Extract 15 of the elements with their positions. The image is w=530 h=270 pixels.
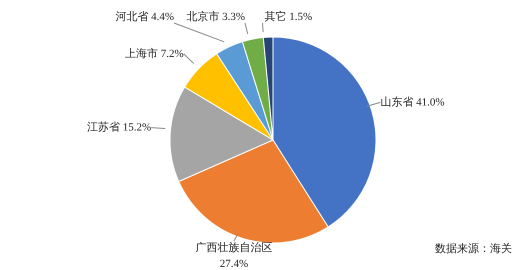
data-label: 27.4%: [220, 258, 248, 270]
slice-label: 上海市: [125, 48, 158, 60]
slice-label: 山东省: [380, 96, 414, 108]
slice-label: 河北省: [115, 11, 148, 23]
slice-label: 广西壮族自治区: [195, 241, 272, 254]
data-label: 41.0%: [416, 96, 445, 108]
slice-label: 北京市: [186, 11, 220, 23]
source-note: 数据来源：海关: [435, 242, 512, 256]
slice-label: 其它: [264, 11, 286, 23]
data-label: 4.4%: [151, 11, 174, 23]
data-label: 15.2%: [122, 122, 152, 134]
data-label: 1.5%: [289, 11, 312, 23]
data-label: 3.3%: [222, 11, 245, 23]
data-label: 7.2%: [160, 48, 184, 60]
slice-label: 江苏省: [87, 122, 120, 134]
